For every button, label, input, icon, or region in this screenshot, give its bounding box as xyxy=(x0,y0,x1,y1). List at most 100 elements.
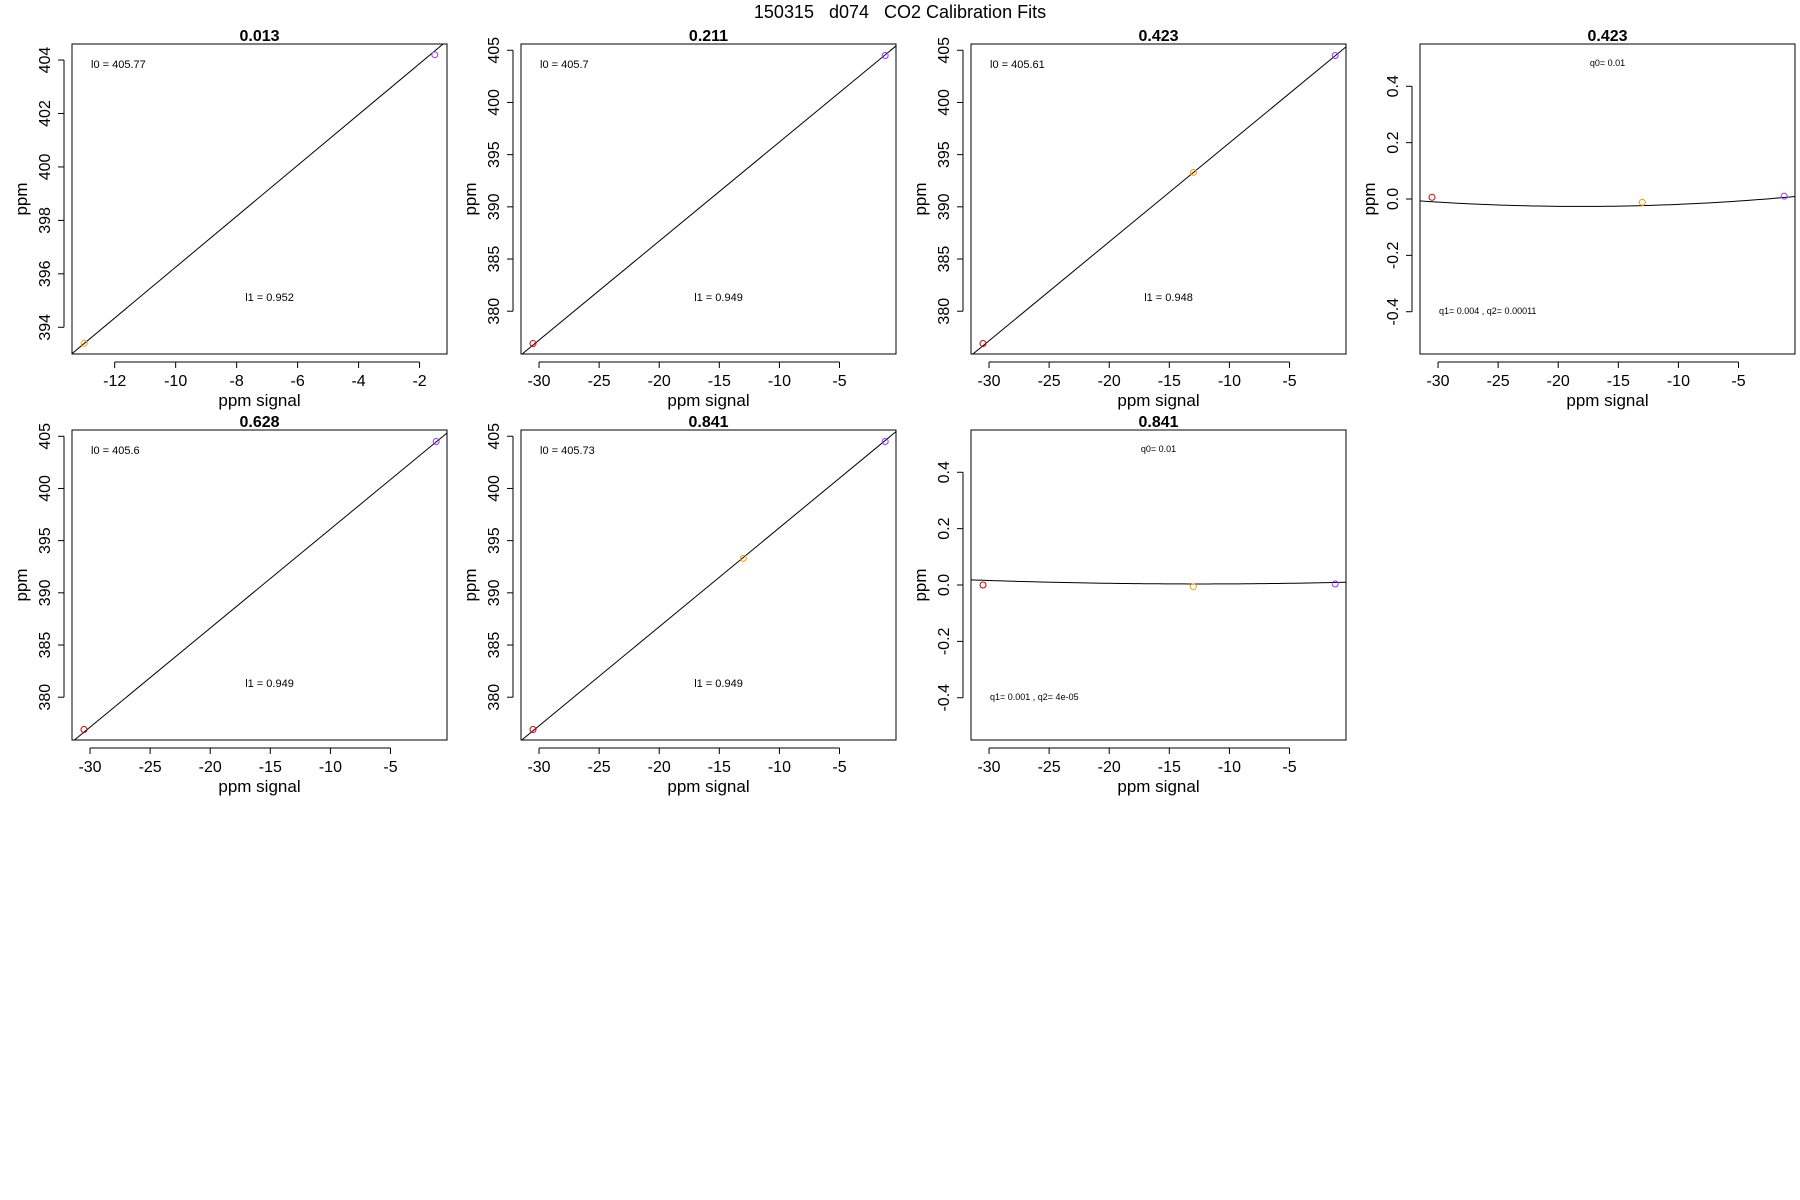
y-tick-label: 385 xyxy=(37,632,54,659)
y-tick-label: 405 xyxy=(486,37,503,64)
x-tick-label: -10 xyxy=(768,373,791,390)
y-tick-label: 396 xyxy=(37,260,54,287)
x-tick-label: -10 xyxy=(1218,759,1241,776)
y-tick-label: 390 xyxy=(37,579,54,606)
y-axis-label: ppm xyxy=(461,568,480,601)
fit-line xyxy=(73,432,447,740)
data-point xyxy=(80,726,88,734)
plot-title: 0.423 xyxy=(1138,28,1178,45)
y-tick-label: 405 xyxy=(486,423,503,450)
plot-frame xyxy=(71,429,448,741)
x-tick-label: -8 xyxy=(230,373,244,390)
plot-frame xyxy=(71,43,448,355)
data-point xyxy=(881,437,889,445)
fit-annotation: l0 = 405.6 xyxy=(91,445,140,457)
plot-title: 0.628 xyxy=(239,414,279,431)
data-point xyxy=(1428,193,1436,201)
plot-panel-7: 0.841 -30 -25 -20 -15 -10 -5 ppm signal -0.4 -0.2… xyxy=(911,414,1347,796)
plot-title: 0.211 xyxy=(689,28,728,45)
plot-panel-4: 0.423 -30 -25 -20 -15 -10 -5 ppm signal -0.4 -0.2… xyxy=(1360,28,1796,410)
y-tick-label: 0.4 xyxy=(1385,75,1402,97)
y-tick-label: 395 xyxy=(486,141,503,168)
x-tick-label: -2 xyxy=(412,373,426,390)
x-tick-label: -5 xyxy=(1282,373,1296,390)
y-axis-label: ppm xyxy=(911,182,930,215)
x-axis: -30 -25 -20 -15 -10 -5 ppm signal xyxy=(527,361,847,410)
plot-panel-3: 0.423 -30 -25 -20 -15 -10 -5 ppm signal 380 385 39… xyxy=(911,28,1347,410)
fit-annotation: l0 = 405.61 xyxy=(990,59,1045,71)
fit-annotation: q0= 0.01 xyxy=(1590,58,1625,68)
x-tick-label: -25 xyxy=(588,759,611,776)
y-tick-label: 390 xyxy=(486,193,503,220)
y-tick-label: 400 xyxy=(37,475,54,502)
y-tick-label: 380 xyxy=(37,684,54,711)
data-point xyxy=(80,339,88,347)
x-axis: -30 -25 -20 -15 -10 -5 ppm signal xyxy=(78,747,398,796)
x-tick-label: -25 xyxy=(588,373,611,390)
y-tick-label: 0.0 xyxy=(936,574,953,596)
y-axis-label: ppm xyxy=(911,568,930,601)
y-tick-label: 380 xyxy=(486,684,503,711)
x-tick-label: -15 xyxy=(1158,373,1181,390)
x-tick-label: -15 xyxy=(708,373,731,390)
x-tick-label: -20 xyxy=(1547,373,1570,390)
y-tick-label: -0.2 xyxy=(1385,241,1402,269)
x-axis-label: ppm signal xyxy=(218,777,300,796)
data-point xyxy=(1780,192,1788,200)
y-tick-label: 0.0 xyxy=(1385,188,1402,210)
y-axis: 380 385 390 395 400 405 ppm xyxy=(461,37,514,325)
data-point xyxy=(1189,168,1197,176)
y-tick-label: -0.2 xyxy=(936,627,953,655)
data-point xyxy=(432,437,440,445)
x-tick-label: -15 xyxy=(1158,759,1181,776)
x-tick-label: -15 xyxy=(708,759,731,776)
x-axis: -30 -25 -20 -15 -10 -5 ppm signal xyxy=(977,747,1297,796)
x-tick-label: -25 xyxy=(1038,759,1061,776)
y-tick-label: -0.4 xyxy=(936,684,953,712)
plot-frame xyxy=(520,429,897,741)
fit-annotation: l1 = 0.949 xyxy=(694,678,743,690)
x-tick-label: -5 xyxy=(383,759,397,776)
x-axis: -12 -10 -8 -6 -4 -2 ppm signal xyxy=(103,361,427,410)
y-tick-label: 398 xyxy=(37,207,54,234)
x-tick-label: -30 xyxy=(527,759,550,776)
y-tick-label: -0.4 xyxy=(1385,298,1402,326)
x-tick-label: -5 xyxy=(832,759,846,776)
fit-line xyxy=(972,46,1346,354)
x-tick-label: -10 xyxy=(164,373,187,390)
x-tick-label: -4 xyxy=(351,373,365,390)
fit-annotation: l0 = 405.7 xyxy=(540,59,589,71)
y-tick-label: 390 xyxy=(936,193,953,220)
data-point xyxy=(529,340,537,348)
fit-line xyxy=(971,579,1346,585)
x-tick-label: -30 xyxy=(977,373,1000,390)
x-axis: -30 -25 -20 -15 -10 -5 ppm signal xyxy=(527,747,847,796)
y-tick-label: 404 xyxy=(37,47,54,74)
plot-frame xyxy=(520,43,897,355)
y-axis: -0.4 -0.2 0.0 0.2 0.4 ppm xyxy=(1360,75,1413,326)
x-tick-label: -10 xyxy=(319,759,342,776)
x-axis-label: ppm signal xyxy=(218,391,300,410)
y-tick-label: 400 xyxy=(936,89,953,116)
data-point xyxy=(979,340,987,348)
x-tick-label: -12 xyxy=(103,373,126,390)
x-axis-label: ppm signal xyxy=(1117,391,1199,410)
fit-line xyxy=(1420,196,1795,207)
x-tick-label: -10 xyxy=(1218,373,1241,390)
plot-title: 0.841 xyxy=(1138,414,1178,431)
y-tick-label: 380 xyxy=(486,298,503,325)
plot-title: 0.423 xyxy=(1587,28,1627,45)
y-axis-label: ppm xyxy=(1360,182,1379,215)
plot-title: 0.841 xyxy=(688,414,728,431)
plot-panel-5: 0.628 -30 -25 -20 -15 -10 -5 ppm signal 380 385 39… xyxy=(12,414,448,796)
y-axis: 394 396 398 400 402 404 ppm xyxy=(12,47,65,341)
y-tick-label: 405 xyxy=(936,37,953,64)
x-tick-label: -15 xyxy=(259,759,282,776)
plot-frame xyxy=(970,429,1347,741)
x-tick-label: -10 xyxy=(768,759,791,776)
fit-line xyxy=(521,45,896,354)
data-point xyxy=(881,51,889,59)
y-axis: -0.4 -0.2 0.0 0.2 0.4 ppm xyxy=(911,461,964,712)
